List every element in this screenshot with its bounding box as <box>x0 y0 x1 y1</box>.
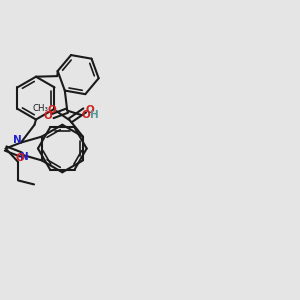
Text: O: O <box>85 105 94 115</box>
Text: O: O <box>47 105 56 115</box>
Text: H: H <box>90 110 99 120</box>
Text: O: O <box>15 154 24 164</box>
Text: O: O <box>44 111 52 121</box>
Text: O: O <box>82 110 91 120</box>
Text: CH₃: CH₃ <box>32 104 48 113</box>
Text: N: N <box>13 136 22 146</box>
Text: N: N <box>20 152 29 161</box>
